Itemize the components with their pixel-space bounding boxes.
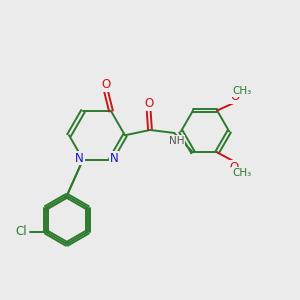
Text: N: N bbox=[110, 152, 118, 164]
Text: O: O bbox=[101, 78, 110, 91]
Text: O: O bbox=[229, 160, 239, 174]
Text: CH₃: CH₃ bbox=[232, 168, 251, 178]
Text: NH: NH bbox=[169, 136, 184, 146]
Text: Cl: Cl bbox=[16, 225, 27, 239]
Text: CH₃: CH₃ bbox=[232, 86, 251, 96]
Text: N: N bbox=[75, 152, 84, 164]
Text: O: O bbox=[230, 90, 239, 103]
Text: O: O bbox=[144, 97, 153, 110]
